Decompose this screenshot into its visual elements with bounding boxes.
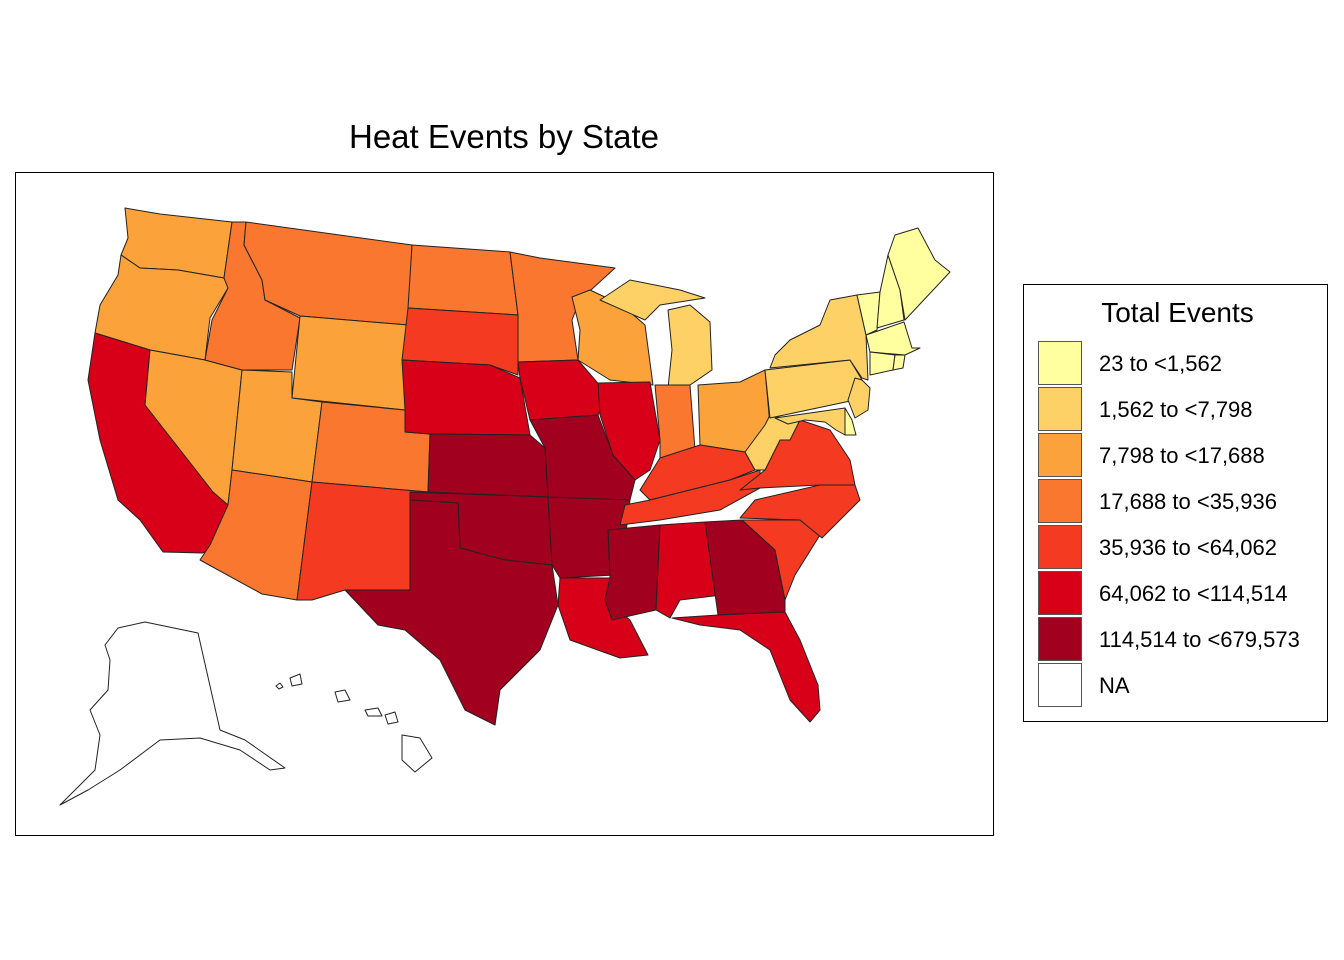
state-shape [599, 279, 706, 321]
legend-label: 1,562 to <7,798 [1099, 397, 1253, 422]
legend-swatch [1038, 571, 1082, 615]
state-il [597, 381, 661, 481]
state-shape [604, 524, 661, 621]
state-wv [744, 414, 801, 471]
state-shape [401, 307, 519, 376]
state-shape [401, 734, 433, 773]
state-shape [892, 354, 906, 371]
state-shape [289, 673, 303, 687]
legend-swatch [1038, 387, 1082, 431]
state-shape [407, 244, 519, 316]
legend-title: Total Events [1101, 297, 1254, 328]
legend-item: 35,936 to <64,062 [1038, 525, 1318, 571]
legend-item: NA [1038, 663, 1318, 709]
chart-title: Heat Events by State [348, 118, 659, 155]
state-shape [59, 621, 286, 806]
state-ms [604, 524, 661, 621]
legend-label: 114,514 to <679,573 [1099, 627, 1300, 652]
legend-item: 7,798 to <17,688 [1038, 433, 1318, 479]
state-shape [869, 351, 896, 376]
state-fl [671, 611, 821, 723]
state-pa [764, 359, 863, 419]
us-map [59, 207, 951, 806]
state-shape [764, 359, 863, 419]
state-shape [571, 289, 654, 386]
state-tx [344, 499, 559, 726]
legend-label: 23 to <1,562 [1099, 351, 1222, 376]
state-ct [869, 351, 896, 376]
legend-swatch [1038, 525, 1082, 569]
state-nj [847, 377, 871, 419]
legend-item: 1,562 to <7,798 [1038, 387, 1318, 433]
state-in [654, 384, 696, 459]
state-shape [509, 251, 616, 363]
legend-item: 23 to <1,562 [1038, 341, 1318, 387]
state-shape [654, 384, 696, 459]
legend-item: 17,688 to <35,936 [1038, 479, 1318, 525]
legend-swatch [1038, 479, 1082, 523]
legend-label: 35,936 to <64,062 [1099, 535, 1277, 560]
state-nd [407, 244, 519, 316]
legend: Total Events 23 to <1,562 1,562 to <7,798… [1023, 284, 1328, 722]
state-shape [275, 682, 284, 690]
legend-label: 17,688 to <35,936 [1099, 489, 1277, 514]
state-nc [739, 484, 861, 539]
state-shape [291, 315, 409, 411]
legend-label: NA [1099, 673, 1130, 698]
state-shape [364, 707, 383, 717]
state-or [94, 254, 229, 361]
state-mi [599, 279, 713, 389]
state-wy [291, 315, 409, 411]
state-ak [59, 621, 286, 806]
state-shape [296, 481, 429, 601]
map-frame [15, 172, 994, 836]
state-wi [571, 289, 654, 386]
state-nm [296, 481, 429, 601]
state-shape [344, 499, 559, 726]
legend-swatch [1038, 341, 1082, 385]
state-hi [275, 673, 433, 773]
legend-label: 7,798 to <17,688 [1099, 443, 1265, 468]
state-shape [667, 304, 713, 389]
state-shape [597, 381, 661, 481]
state-shape [384, 711, 399, 725]
state-shape [774, 407, 846, 436]
state-ri [892, 354, 906, 371]
state-shape [427, 433, 549, 498]
legend-swatch [1038, 433, 1082, 477]
legend-item: 64,062 to <114,514 [1038, 571, 1318, 617]
state-shape [334, 689, 351, 703]
state-md [774, 407, 846, 436]
state-shape [856, 291, 881, 336]
legend-item: 114,514 to <679,573 [1038, 617, 1318, 663]
state-shape [887, 227, 951, 321]
legend-swatch [1038, 663, 1082, 707]
state-me [887, 227, 951, 321]
legend-swatch [1038, 617, 1082, 661]
state-vt [856, 291, 881, 336]
state-shape [744, 414, 801, 471]
state-mn [509, 251, 616, 363]
state-shape [671, 611, 821, 723]
state-sd [401, 307, 519, 376]
state-ks [427, 433, 549, 498]
legend-label: 64,062 to <114,514 [1099, 581, 1288, 606]
state-shape [739, 484, 861, 539]
state-shape [847, 377, 871, 419]
state-shape [94, 254, 229, 361]
